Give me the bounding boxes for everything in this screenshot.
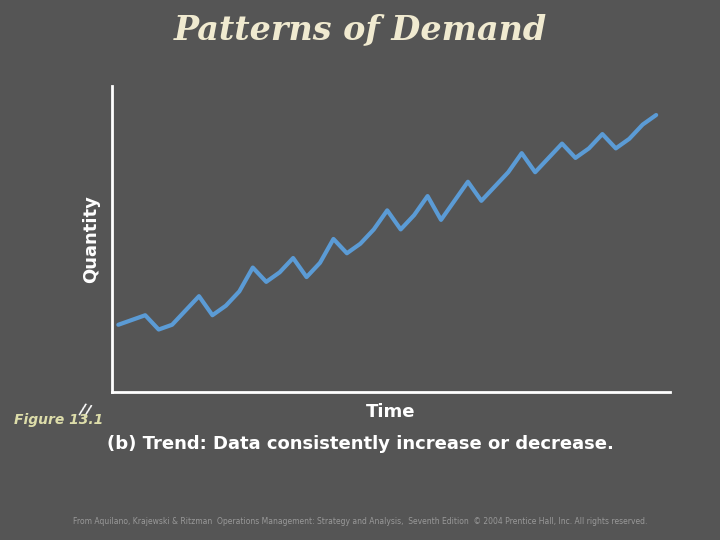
Text: Patterns of Demand: Patterns of Demand bbox=[174, 14, 546, 46]
Text: From Aquilano, Krajewski & Ritzman  Operations Management: Strategy and Analysis: From Aquilano, Krajewski & Ritzman Opera… bbox=[73, 517, 647, 526]
Text: (b) Trend: Data consistently increase or decrease.: (b) Trend: Data consistently increase or… bbox=[107, 435, 613, 453]
Y-axis label: Quantity: Quantity bbox=[83, 195, 101, 283]
X-axis label: Time: Time bbox=[366, 403, 415, 421]
Text: //: // bbox=[78, 402, 92, 420]
Text: Figure 13.1: Figure 13.1 bbox=[14, 413, 104, 427]
